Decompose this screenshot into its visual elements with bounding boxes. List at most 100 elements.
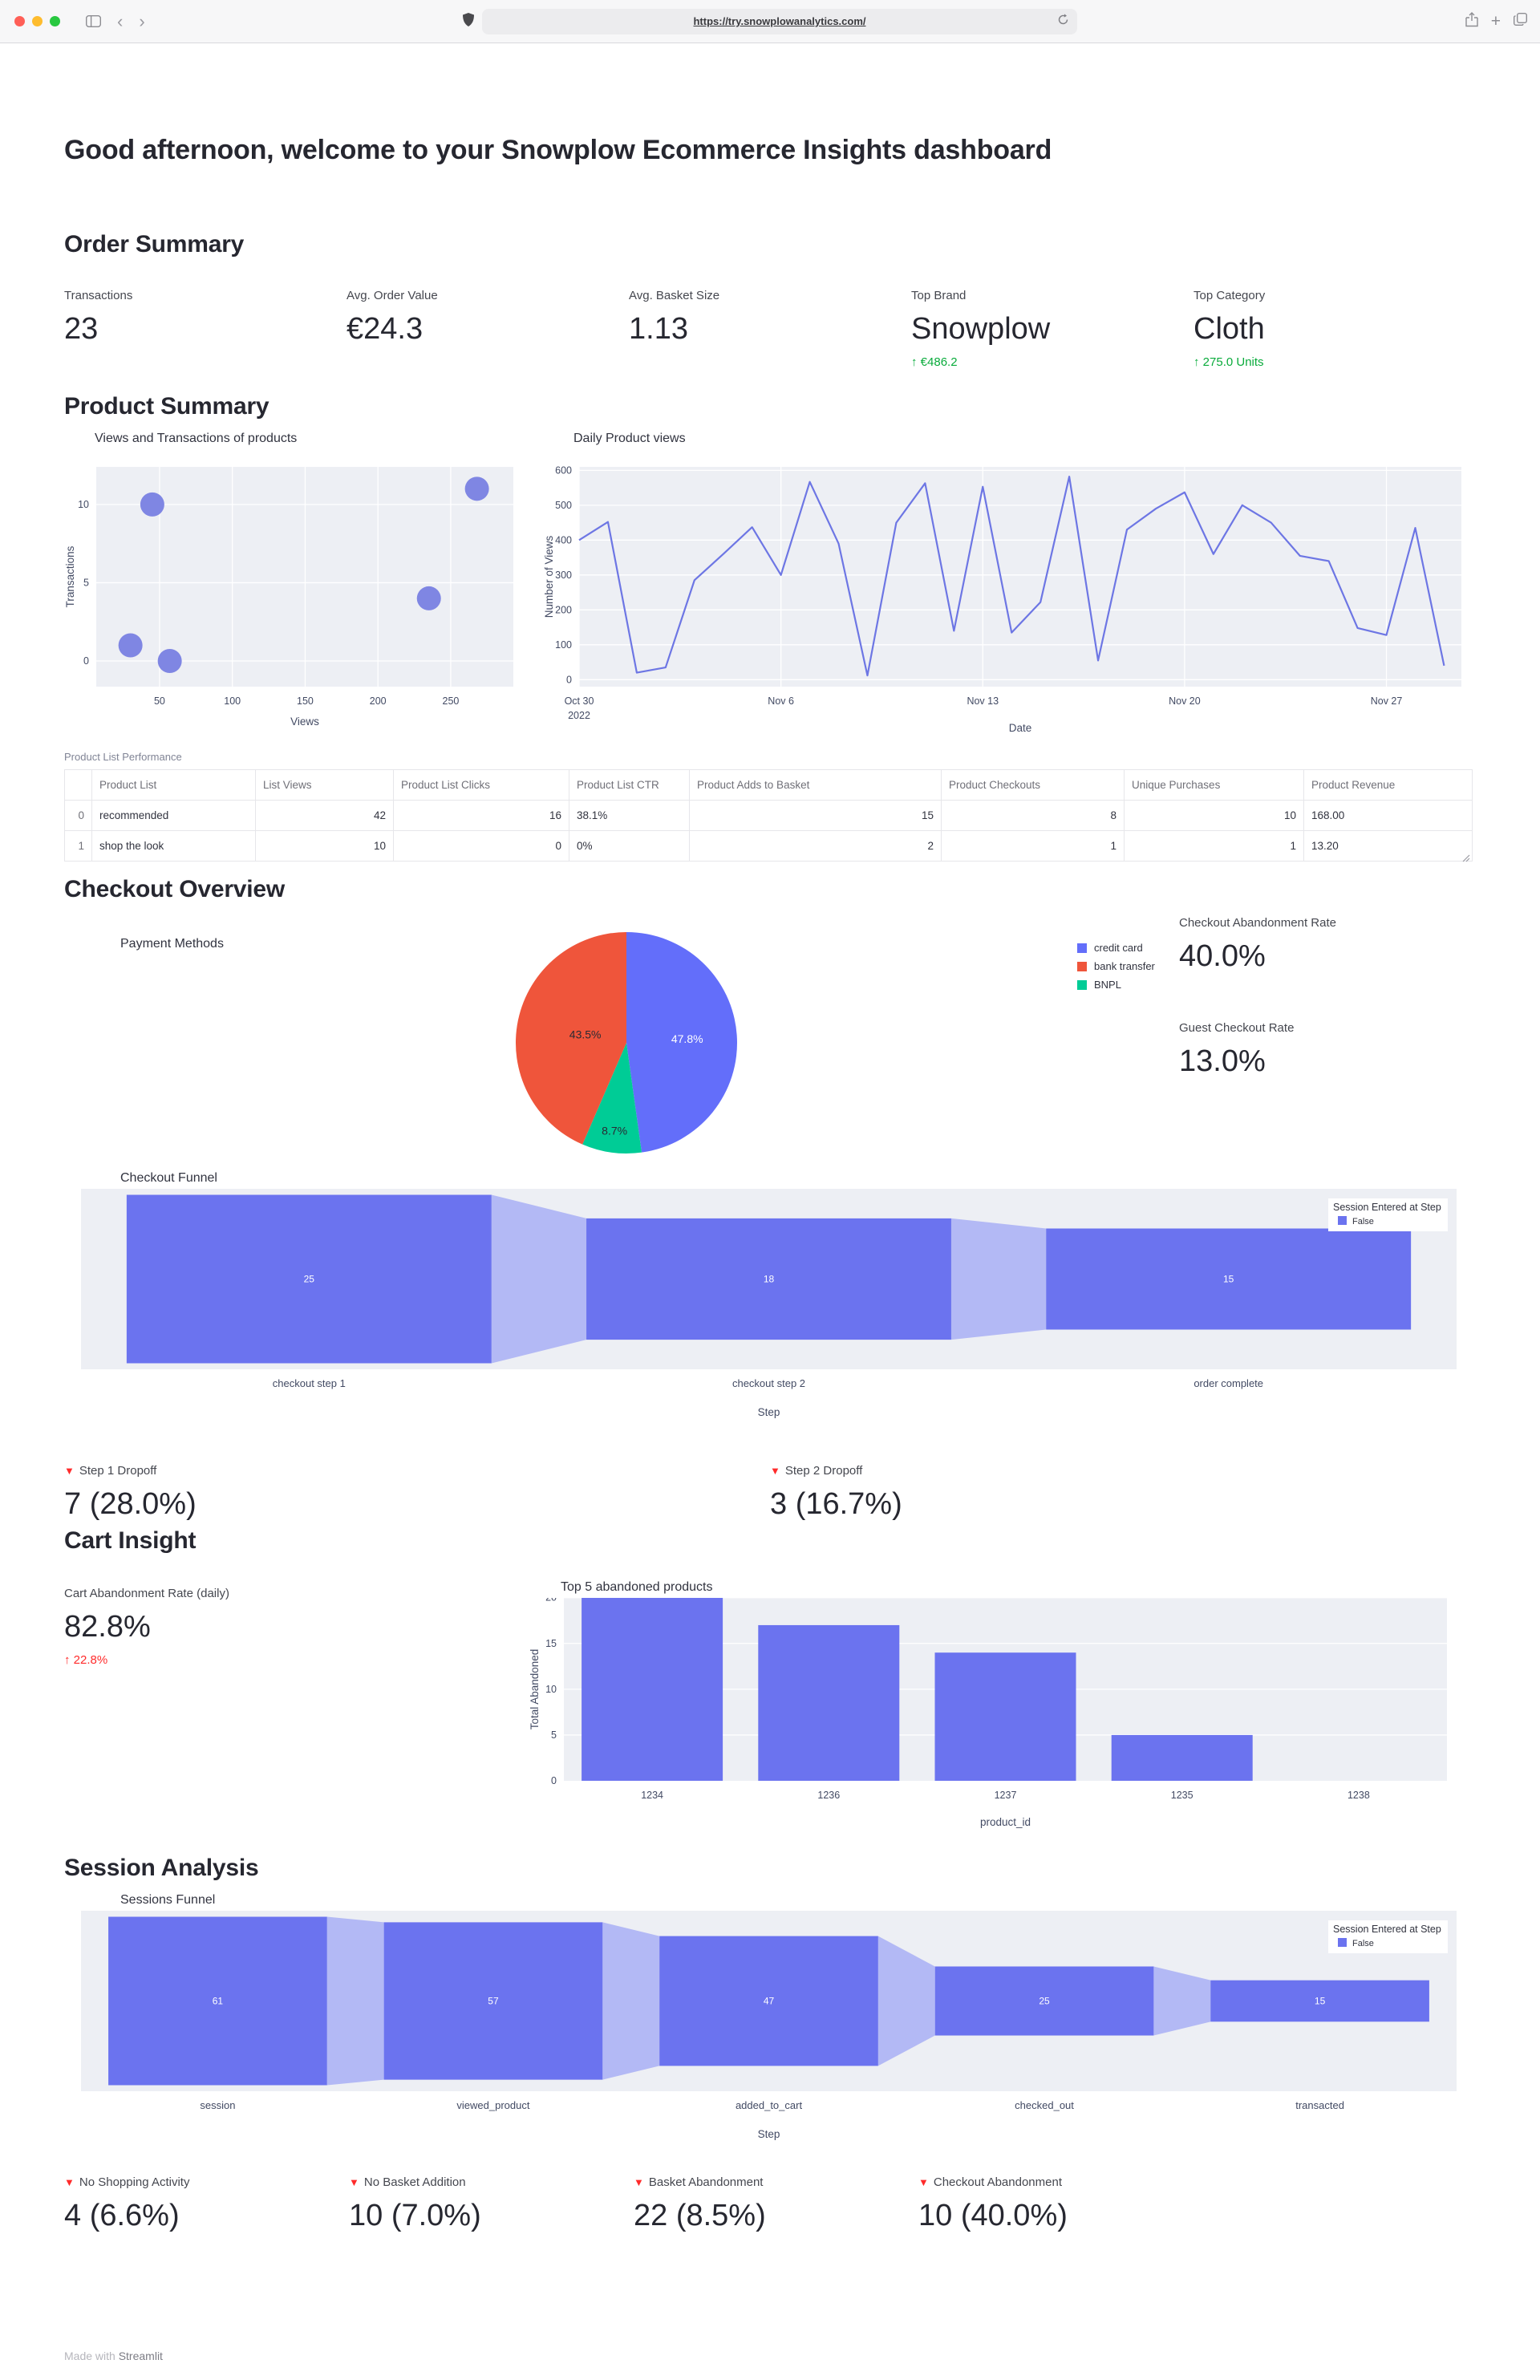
footer-brand[interactable]: Streamlit	[118, 2350, 163, 2362]
bar[interactable]	[934, 1652, 1076, 1781]
axis-tick-label: 1234	[641, 1790, 663, 1801]
axis-tick-label: 1237	[995, 1790, 1017, 1801]
product-list-table[interactable]: Product List List Views Product List Click…	[64, 769, 1473, 862]
bar[interactable]	[582, 1598, 723, 1781]
metric-label-text: Step 1 Dropoff	[79, 1464, 157, 1478]
product-summary-heading: Product Summary	[64, 393, 270, 420]
table-cell[interactable]: 2	[689, 830, 942, 862]
address-bar[interactable]: https://try.snowplowanalytics.com/	[482, 8, 1077, 34]
pie-slice[interactable]	[516, 932, 626, 1145]
funnel-block[interactable]	[108, 1916, 327, 2086]
back-icon[interactable]: ‹	[117, 10, 124, 31]
table-cell[interactable]: 1	[941, 830, 1125, 862]
new-tab-icon[interactable]: +	[1490, 12, 1501, 30]
column-header[interactable]	[64, 769, 92, 801]
dropoff-metric: ▼ Step 2 Dropoff 3 (16.7%)	[770, 1464, 1463, 1522]
down-arrow-icon: ▼	[770, 1465, 780, 1477]
column-header[interactable]: Product List Clicks	[393, 769, 569, 801]
forward-icon[interactable]: ›	[139, 10, 145, 31]
payment-methods-pie-chart[interactable]: 47.8% 8.7% 43.5%	[402, 924, 851, 1162]
scatter-point[interactable]	[416, 586, 441, 610]
funnel-value-label: 57	[488, 1996, 499, 2007]
funnel-block[interactable]	[659, 1936, 878, 2066]
legend-swatch	[1338, 1938, 1347, 1947]
scatter-point[interactable]	[464, 476, 489, 501]
privacy-shield-icon[interactable]	[463, 12, 474, 30]
table-cell[interactable]: 15	[689, 800, 942, 831]
funnel-block[interactable]	[934, 1966, 1154, 2036]
pie-slice[interactable]	[626, 932, 738, 1153]
zoom-window-button[interactable]	[50, 16, 60, 26]
metric-label: Transactions	[64, 289, 334, 302]
table-resize-handle[interactable]	[1462, 852, 1470, 862]
product-list-dataframe[interactable]: Product List List Views Product List Click…	[64, 769, 1473, 862]
table-cell[interactable]: 1	[1124, 830, 1304, 862]
funnel-category-label: viewed_product	[456, 2099, 529, 2111]
column-header[interactable]: Product Checkouts	[941, 769, 1125, 801]
legend-label: BNPL	[1094, 979, 1121, 991]
column-header[interactable]: Product List	[91, 769, 256, 801]
footer-prefix: Made with	[64, 2350, 116, 2362]
checkout-funnel-chart[interactable]: 25 checkout step 1 18 checkout step 2 15 orde…	[64, 1189, 1472, 1429]
tab-overview-icon[interactable]	[1514, 12, 1528, 30]
table-cell[interactable]: 0%	[569, 830, 690, 862]
metric-label: ▼ No Basket Addition	[349, 2175, 621, 2189]
metric-value: 23	[64, 312, 99, 346]
table-cell[interactable]: 10	[1124, 800, 1304, 831]
funnel-block[interactable]	[126, 1194, 492, 1364]
table-cell[interactable]: 38.1%	[569, 800, 690, 831]
table-cell[interactable]: 1	[64, 830, 92, 862]
axis-tick-label: 1238	[1348, 1790, 1370, 1801]
product-list-cell[interactable]: recommended	[91, 800, 256, 831]
table-cell[interactable]: 13.20	[1303, 830, 1473, 862]
reload-icon[interactable]	[1057, 13, 1069, 30]
scatter-point[interactable]	[140, 492, 164, 517]
column-header[interactable]: Product Revenue	[1303, 769, 1473, 801]
bar[interactable]	[758, 1624, 900, 1781]
axis-tick-label: Nov 6	[768, 695, 794, 707]
funnel-block[interactable]	[1046, 1228, 1412, 1330]
funnel-block[interactable]	[1210, 1980, 1429, 2022]
table-cell[interactable]: 0	[64, 800, 92, 831]
funnel-block[interactable]	[586, 1218, 951, 1340]
views-transactions-scatter-chart[interactable]: 50 100 150 200 250 0 5 10 Views Transactions	[64, 449, 530, 732]
close-window-button[interactable]	[14, 16, 25, 26]
plot-background	[579, 467, 1461, 687]
legend-item[interactable]: bank transfer	[1077, 957, 1155, 975]
funnel-value-label: 47	[764, 1996, 775, 2007]
table-cell[interactable]: 42	[255, 800, 394, 831]
product-list-cell[interactable]: shop the look	[91, 830, 256, 862]
table-cell[interactable]: 0	[393, 830, 569, 862]
metric-label: ▼ Step 1 Dropoff	[64, 1464, 757, 1478]
metric-value: 22 (8.5%)	[634, 2199, 766, 2232]
funnel-block[interactable]	[383, 1922, 603, 2080]
metric-label: Avg. Order Value	[346, 289, 616, 302]
legend-item[interactable]: credit card	[1077, 939, 1155, 957]
metric-label-text: No Basket Addition	[363, 2175, 466, 2189]
daily-product-views-line-chart[interactable]: Oct 30 2022 Nov 6 Nov 13 Nov 20 Nov 27 0 100 200…	[543, 449, 1476, 736]
column-header[interactable]: List Views	[255, 769, 394, 801]
pie-slice[interactable]	[582, 1043, 642, 1154]
abandoned-products-bar-chart[interactable]: 1234 1236 1237 1235 1238 0 5 10 15 20 product_id To…	[530, 1598, 1463, 1839]
funnel-category-label: order complete	[1194, 1377, 1263, 1389]
funnel-category-label: session	[200, 2099, 235, 2111]
metric-label: ▼ No Shopping Activity	[64, 2175, 336, 2189]
scatter-point[interactable]	[157, 648, 182, 673]
table-cell[interactable]: 8	[941, 800, 1125, 831]
scatter-point[interactable]	[118, 633, 143, 658]
column-header[interactable]: Unique Purchases	[1124, 769, 1304, 801]
table-cell[interactable]: 16	[393, 800, 569, 831]
legend-item[interactable]: BNPL	[1077, 975, 1155, 994]
share-icon[interactable]	[1465, 11, 1478, 31]
line-series[interactable]	[578, 476, 1445, 677]
sessions-funnel-chart[interactable]: 61 session 57 viewed_product 47 added_to_cart…	[64, 1911, 1472, 2151]
table-row: 1 shop the look 10 0 0% 2 1 1 13.20	[64, 830, 1473, 862]
sidebar-toggle-icon[interactable]	[86, 15, 101, 27]
metric-label-text: Top Brand	[911, 289, 967, 302]
table-cell[interactable]: 10	[255, 830, 394, 862]
column-header[interactable]: Product List CTR	[569, 769, 690, 801]
column-header[interactable]: Product Adds to Basket	[689, 769, 942, 801]
bar[interactable]	[1111, 1734, 1253, 1781]
table-cell[interactable]: 168.00	[1303, 800, 1473, 831]
minimize-window-button[interactable]	[32, 16, 43, 26]
